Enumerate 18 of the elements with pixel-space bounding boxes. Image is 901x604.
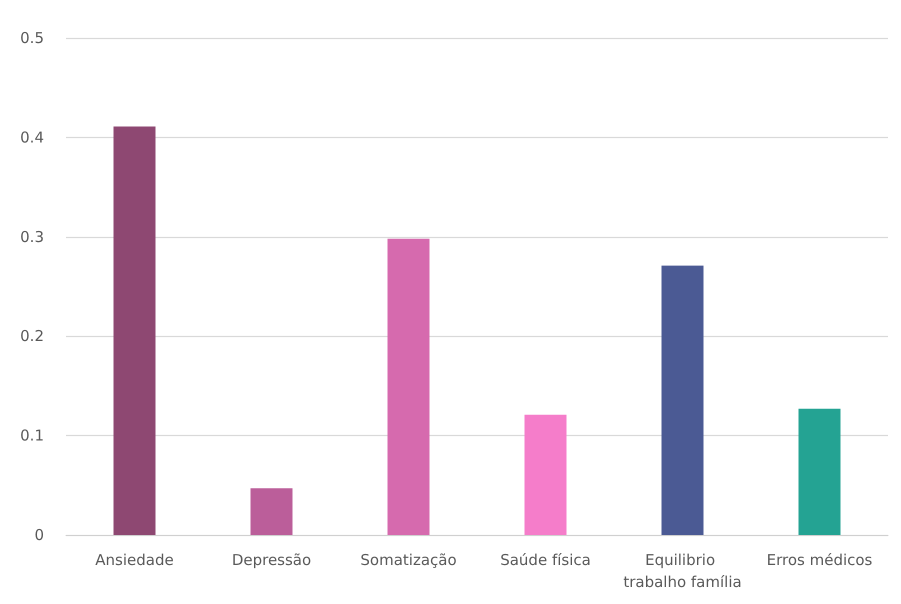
x-tick-label: Somatização [360, 551, 457, 569]
x-tick-label: Equilibrio trabalho família [623, 551, 742, 591]
bar [524, 414, 566, 535]
y-tick-label: 0.3 [20, 228, 44, 246]
y-tick-label: 0.4 [20, 128, 44, 146]
y-tick-label: 0.2 [20, 327, 44, 346]
x-tick-label: Erros médicos [766, 551, 873, 569]
bar [798, 408, 840, 535]
bar [662, 266, 704, 535]
x-tick-label: Depressão [232, 551, 312, 569]
bar [250, 488, 292, 535]
y-tick-label: 0 [34, 526, 44, 544]
bar [114, 126, 156, 535]
y-tick-label: 0.1 [20, 426, 44, 445]
x-tick-label: Saúde física [500, 551, 591, 569]
x-tick-label: Ansiedade [95, 551, 174, 569]
bar [388, 238, 430, 535]
y-tick-label: 0.5 [20, 29, 44, 47]
